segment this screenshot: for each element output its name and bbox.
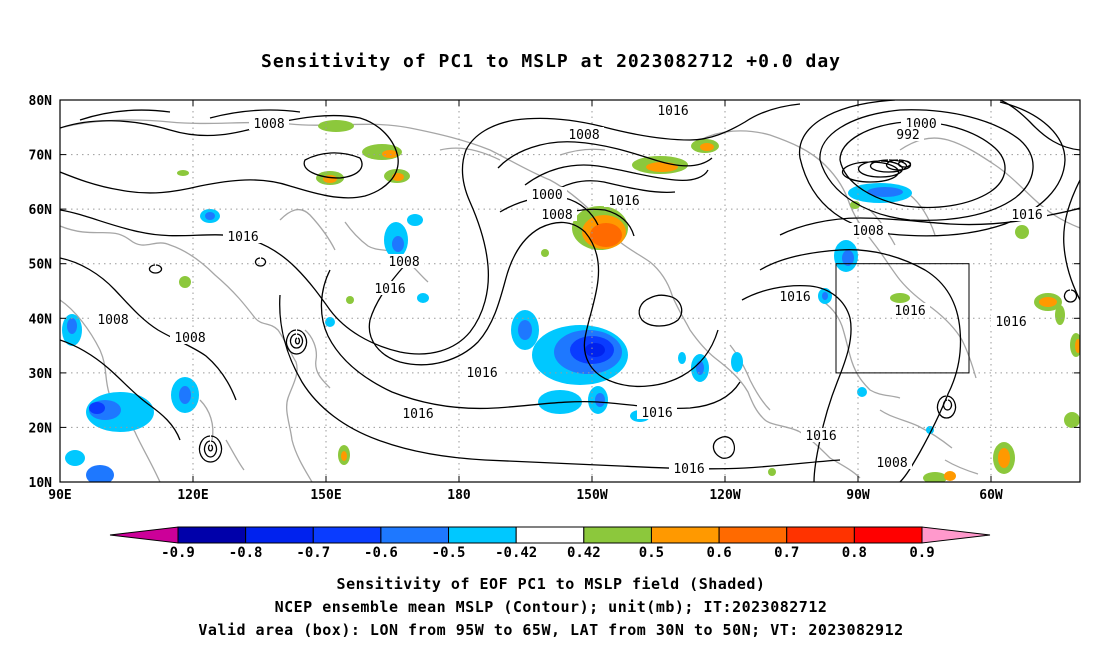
contour-label: 992 [896,128,919,143]
colorbar-label: -0.8 [229,545,263,561]
contour-label: 1016 [227,230,258,245]
contour-label: 1016 [374,282,405,297]
colorbar-label: -0.42 [495,545,537,561]
contour-label: 1008 [876,456,907,471]
contour-label: 1016 [995,315,1026,330]
colorbar-swatch [245,526,314,544]
map-frame [59,99,1081,483]
lon-label: 60W [979,488,1003,503]
contour-label: 1016 [673,462,704,477]
figure-title: Sensitivity of PC1 to MSLP at 2023082712… [261,51,841,72]
colorbar-label: 0.9 [909,545,934,561]
contour-label: 1016 [894,304,925,319]
contour-label: 1008 [852,224,883,239]
colorbar-swatch [853,526,923,544]
colorbar-swatch [177,526,247,544]
contour-label: 1016 [779,290,810,305]
lon-label: 150W [576,488,607,503]
lon-label: 90E [48,488,71,503]
contour-label: 1000 [531,188,562,203]
contour-label: 1008 [388,255,419,270]
colorbar-label: 0.7 [774,545,799,561]
colorbar-extend-high [921,526,991,544]
lat-label: 70N [29,149,53,164]
lon-label: 180 [447,488,471,503]
contour-labels: 1008 1016 1008 1000 992 1008 1000 1016 1… [93,103,1047,477]
valid-area-box [835,263,970,374]
colorbar-label: -0.9 [161,545,195,561]
colorbar-swatch [380,526,450,544]
colorbar-label: 0.6 [706,545,731,561]
colorbar-swatch [718,526,788,544]
contour-label: 1008 [568,128,599,143]
sensitivity-shading [62,120,1080,482]
contour-label: 1016 [1011,208,1042,223]
contour-label: 1016 [805,429,836,444]
lat-label: 40N [29,312,53,327]
longitude-labels: 90E 120E 150E 180 150W 120W 90W 60W [48,488,1003,503]
caption-line-3: Valid area (box): LON from 95W to 65W, L… [198,621,903,639]
colorbar-label: 0.5 [639,545,664,561]
colorbar-label: 0.8 [842,545,867,561]
contour-label: 1008 [97,313,128,328]
caption-line-1: Sensitivity of EOF PC1 to MSLP field (Sh… [337,575,766,593]
lat-label: 80N [29,94,53,109]
contour-label: 1016 [608,194,639,209]
lat-label: 30N [29,367,53,382]
map-panel: 1008 1016 1008 1000 992 1008 1000 1016 1… [29,94,1081,503]
axis-ticks [60,99,1080,483]
colorbar-label: -0.5 [432,545,466,561]
lat-label: 10N [29,476,53,491]
contour-label: 1008 [174,331,205,346]
caption-line-2: NCEP ensemble mean MSLP (Contour); unit(… [275,598,828,616]
colorbar-label: -0.6 [364,545,398,561]
colorbar-swatch [786,526,855,544]
lat-label: 60N [29,203,53,218]
contour-label: 1008 [541,208,572,223]
lat-label: 20N [29,421,53,436]
contour-label: 1016 [466,366,497,381]
colorbar-swatch [650,526,720,544]
lon-label: 150E [310,488,341,503]
colorbar-label: -0.7 [296,545,330,561]
lon-label: 90W [846,488,870,503]
caption: Sensitivity of EOF PC1 to MSLP field (Sh… [198,575,903,639]
contour-label: 1008 [253,117,284,132]
contour-label: 1016 [657,104,688,119]
contour-label: 1016 [402,407,433,422]
colorbar-swatch [312,526,382,544]
lat-label: 50N [29,258,53,273]
latitude-labels: 80N 70N 60N 50N 40N 30N 20N 10N [29,94,53,491]
colorbar-swatch [515,526,585,544]
lon-label: 120E [177,488,208,503]
colorbar: -0.9 -0.8 -0.7 -0.6 -0.5 -0.42 0.42 0.5 0.6 0.7 0.… [109,526,991,561]
colorbar-swatch [583,526,652,544]
colorbar-swatch [448,526,517,544]
colorbar-extend-low [109,526,179,544]
colorbar-label: 0.42 [567,545,601,561]
lon-label: 120W [709,488,740,503]
contour-label: 1016 [641,406,672,421]
